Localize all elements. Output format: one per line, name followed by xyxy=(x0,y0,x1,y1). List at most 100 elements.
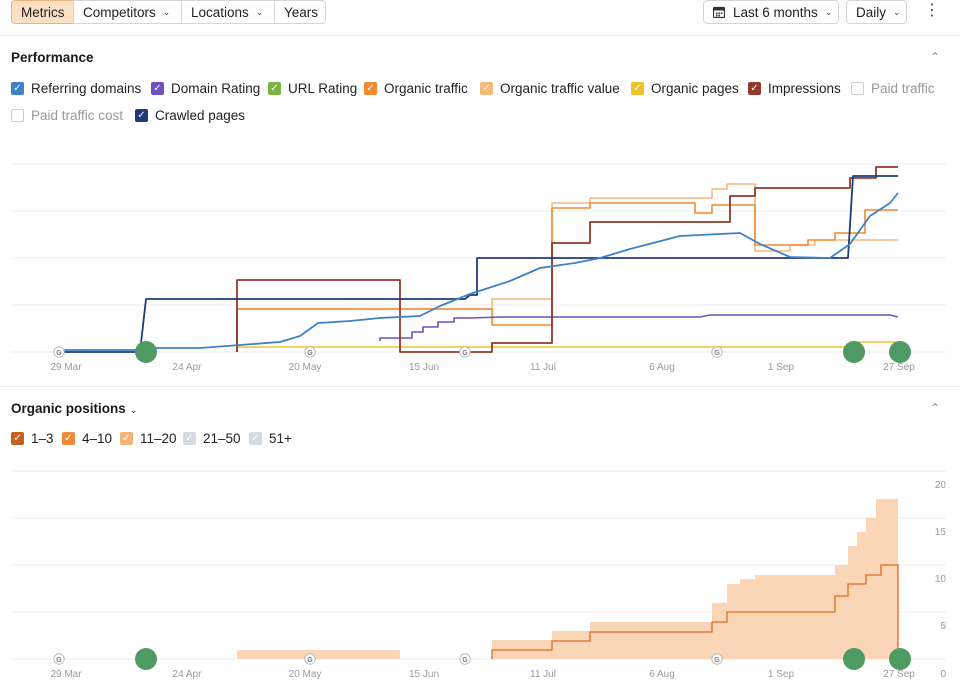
google-update-glyph: G xyxy=(714,657,720,664)
y-tick-label: 10 xyxy=(935,574,947,585)
annotation-marker xyxy=(889,341,911,363)
divider xyxy=(0,35,960,36)
checkbox-icon[interactable]: ✓ xyxy=(120,432,133,445)
metric-organic-traffic[interactable]: ✓ Organic traffic xyxy=(364,81,468,96)
checkbox-icon[interactable]: ✓ xyxy=(151,82,164,95)
metric-label: Domain Rating xyxy=(171,81,261,96)
metric-url-rating[interactable]: ✓ URL Rating xyxy=(268,81,357,96)
tab-competitors[interactable]: Competitors ⌄ xyxy=(73,0,182,24)
checkbox-icon[interactable]: ✓ xyxy=(631,82,644,95)
metric-label: Organic pages xyxy=(651,81,739,96)
date-range-label: Last 6 months xyxy=(733,4,818,20)
tab-locations[interactable]: Locations ⌄ xyxy=(181,0,275,24)
x-tick-label: 29 Mar xyxy=(50,362,82,373)
checkbox-icon[interactable]: ✓ xyxy=(11,82,24,95)
tab-locations-label: Locations xyxy=(191,4,249,20)
metric-organic-traffic-value[interactable]: ✓ Organic traffic value xyxy=(480,81,620,96)
range-label: 21–50 xyxy=(203,431,241,446)
checkbox-icon[interactable]: ✓ xyxy=(11,432,24,445)
checkbox-icon[interactable] xyxy=(851,82,864,95)
google-update-glyph: G xyxy=(462,350,468,357)
chevron-down-icon: ⌄ xyxy=(824,6,833,17)
x-tick-label: 6 Aug xyxy=(649,362,675,373)
metric-paid-traffic[interactable]: Paid traffic xyxy=(851,81,935,96)
range-1-3[interactable]: ✓ 1–3 xyxy=(11,431,54,446)
google-update-glyph: G xyxy=(714,350,720,357)
y-tick-label: 15 xyxy=(935,527,947,538)
google-update-glyph: G xyxy=(307,350,313,357)
range-label: 11–20 xyxy=(140,431,177,446)
google-update-icon xyxy=(459,346,471,358)
x-tick-label: 20 May xyxy=(289,669,322,680)
granularity-select[interactable]: Daily ⌄ xyxy=(846,0,907,24)
x-tick-label: 27 Sep xyxy=(883,362,915,373)
metric-label: Referring domains xyxy=(31,81,142,96)
x-tick-label: 6 Aug xyxy=(649,669,675,680)
checkbox-icon[interactable]: ✓ xyxy=(748,82,761,95)
date-range-select[interactable]: Last 6 months ⌄ xyxy=(703,0,839,24)
checkbox-icon[interactable]: ✓ xyxy=(62,432,75,445)
chevron-down-icon: ⌄ xyxy=(129,405,138,415)
google-update-icon xyxy=(711,653,723,665)
performance-chart: G G G G 29 Mar 24 Apr 20 May 15 Jun 11 Jul 6 Aug 1… xyxy=(11,163,946,373)
chevron-down-icon: ⌄ xyxy=(893,6,901,17)
range-21-50[interactable]: ✓ 21–50 xyxy=(183,431,241,446)
range-4-10[interactable]: ✓ 4–10 xyxy=(62,431,112,446)
checkbox-icon[interactable]: ✓ xyxy=(364,82,377,95)
x-tick-label: 27 Sep xyxy=(883,669,915,680)
metric-label: URL Rating xyxy=(288,81,358,96)
series-line-organic-pages xyxy=(236,341,898,352)
x-tick-label: 1 Sep xyxy=(768,362,795,373)
x-tick-label: 20 May xyxy=(289,362,322,373)
google-update-icon xyxy=(304,346,316,358)
range-11-20[interactable]: ✓ 11–20 xyxy=(120,431,177,446)
google-update-glyph: G xyxy=(56,350,62,357)
collapse-positions-icon[interactable]: ⌃ xyxy=(930,401,941,415)
tab-years-label: Years xyxy=(284,4,319,20)
x-tick-label: 15 Jun xyxy=(409,362,439,373)
range-label: 1–3 xyxy=(31,431,54,446)
metric-label: Organic traffic xyxy=(384,81,468,96)
checkbox-icon[interactable] xyxy=(11,109,24,122)
chevron-down-icon: ⌄ xyxy=(162,6,171,17)
checkbox-icon[interactable]: ✓ xyxy=(135,109,148,122)
series-line-referring-domains xyxy=(60,192,899,351)
checkbox-icon[interactable]: ✓ xyxy=(268,82,281,95)
tab-metrics-label: Metrics xyxy=(21,4,65,20)
metric-label: Crawled pages xyxy=(155,108,246,123)
more-options-icon[interactable]: ⋮ xyxy=(924,2,940,19)
x-tick-label: 15 Jun xyxy=(409,669,439,680)
x-tick-label: 11 Jul xyxy=(530,669,556,680)
positions-chart: G G G G 29 Mar 24 Apr 20 May 15 Jun 11 Jul 6 Aug 1… xyxy=(11,470,947,680)
tab-metrics[interactable]: Metrics xyxy=(11,0,74,24)
granularity-label: Daily xyxy=(856,4,887,20)
series-line-4-10 xyxy=(491,564,899,659)
google-update-glyph: G xyxy=(56,657,62,664)
x-tick-label: 24 Apr xyxy=(173,362,203,373)
series-line-impressions xyxy=(236,166,898,353)
tab-years[interactable]: Years xyxy=(274,0,326,24)
metric-paid-traffic-cost[interactable]: Paid traffic cost xyxy=(11,108,123,123)
metric-referring-domains[interactable]: ✓ Referring domains xyxy=(11,81,141,96)
google-update-icon xyxy=(711,346,723,358)
checkbox-icon[interactable]: ✓ xyxy=(249,432,262,445)
checkbox-icon[interactable]: ✓ xyxy=(480,82,493,95)
organic-positions-label: Organic positions xyxy=(11,401,126,416)
metric-label: Impressions xyxy=(768,81,841,96)
metric-label: Paid traffic xyxy=(871,81,935,96)
metric-impressions[interactable]: ✓ Impressions xyxy=(748,81,841,96)
series-line-organic-traffic xyxy=(236,202,898,352)
series-line-domain-rating xyxy=(379,314,899,341)
x-tick-label: 1 Sep xyxy=(768,669,795,680)
checkbox-icon[interactable]: ✓ xyxy=(183,432,196,445)
area-11-20 xyxy=(237,499,898,659)
range-51[interactable]: ✓ 51+ xyxy=(249,431,292,446)
metric-organic-pages[interactable]: ✓ Organic pages xyxy=(631,81,739,96)
metric-label: Paid traffic cost xyxy=(31,108,124,123)
organic-positions-title[interactable]: Organic positions ⌄ xyxy=(11,401,137,416)
metric-domain-rating[interactable]: ✓ Domain Rating xyxy=(151,81,260,96)
chevron-down-icon: ⌄ xyxy=(255,6,264,17)
collapse-performance-icon[interactable]: ⌃ xyxy=(930,50,941,64)
metric-crawled-pages[interactable]: ✓ Crawled pages xyxy=(135,108,245,123)
range-label: 51+ xyxy=(269,431,292,446)
